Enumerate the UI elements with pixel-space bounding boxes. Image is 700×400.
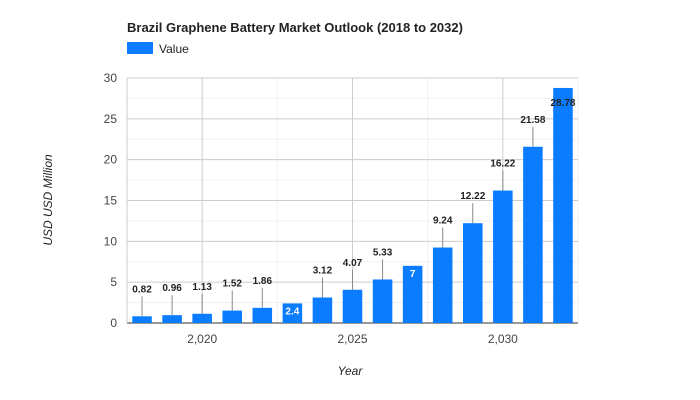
legend-swatch bbox=[127, 42, 153, 54]
x-tick-label: 2,020 bbox=[187, 332, 217, 346]
axis-ticks: 0 5 10 15 20 25 30 2,020 2,025 2,030 bbox=[104, 71, 519, 346]
data-label: 3.12 bbox=[313, 266, 333, 277]
bar bbox=[252, 307, 273, 323]
y-axis-title: USD USD Million bbox=[41, 154, 55, 246]
data-label: 4.07 bbox=[343, 258, 363, 269]
data-label: 16.22 bbox=[490, 159, 515, 170]
data-label: 21.58 bbox=[520, 115, 545, 126]
data-label: 0.82 bbox=[132, 284, 152, 295]
data-label: 12.22 bbox=[460, 191, 485, 202]
data-label: 9.24 bbox=[433, 216, 453, 227]
y-tick-label: 20 bbox=[104, 153, 118, 167]
data-label: 1.86 bbox=[253, 276, 273, 287]
data-label: 2.4 bbox=[285, 306, 299, 317]
chart-title: Brazil Graphene Battery Market Outlook (… bbox=[127, 20, 463, 35]
bar bbox=[493, 190, 513, 323]
data-label: 5.33 bbox=[373, 247, 393, 258]
bar bbox=[432, 247, 453, 323]
y-tick-label: 10 bbox=[104, 234, 118, 248]
bar bbox=[222, 310, 243, 323]
bar bbox=[553, 87, 573, 323]
x-tick-label: 2,025 bbox=[337, 332, 367, 346]
data-label: 28.78 bbox=[550, 98, 575, 109]
bar bbox=[372, 279, 393, 323]
bar bbox=[402, 265, 423, 323]
data-labels: 0.82 0.96 1.13 1.52 1.86 2.4 3.12 4.07 5.33 7 9.24… bbox=[132, 98, 576, 317]
bar bbox=[132, 316, 152, 323]
x-axis-title: Year bbox=[338, 364, 364, 378]
legend-entry-value: Value bbox=[159, 42, 189, 56]
x-tick-label: 2,030 bbox=[488, 332, 518, 346]
bars bbox=[132, 87, 573, 323]
data-label: 7 bbox=[410, 269, 416, 280]
bar bbox=[282, 303, 303, 323]
bar bbox=[523, 146, 543, 323]
data-label: 1.13 bbox=[192, 282, 212, 293]
data-label: 1.52 bbox=[222, 279, 242, 290]
bar bbox=[462, 223, 483, 323]
bar bbox=[312, 297, 333, 323]
bar bbox=[162, 315, 182, 323]
bar bbox=[342, 289, 363, 323]
y-tick-label: 30 bbox=[104, 71, 118, 85]
y-tick-label: 0 bbox=[110, 316, 117, 330]
y-tick-label: 5 bbox=[110, 275, 117, 289]
data-label: 0.96 bbox=[162, 283, 182, 294]
bar bbox=[192, 313, 212, 323]
y-tick-label: 15 bbox=[104, 194, 118, 208]
y-tick-label: 25 bbox=[104, 112, 118, 126]
